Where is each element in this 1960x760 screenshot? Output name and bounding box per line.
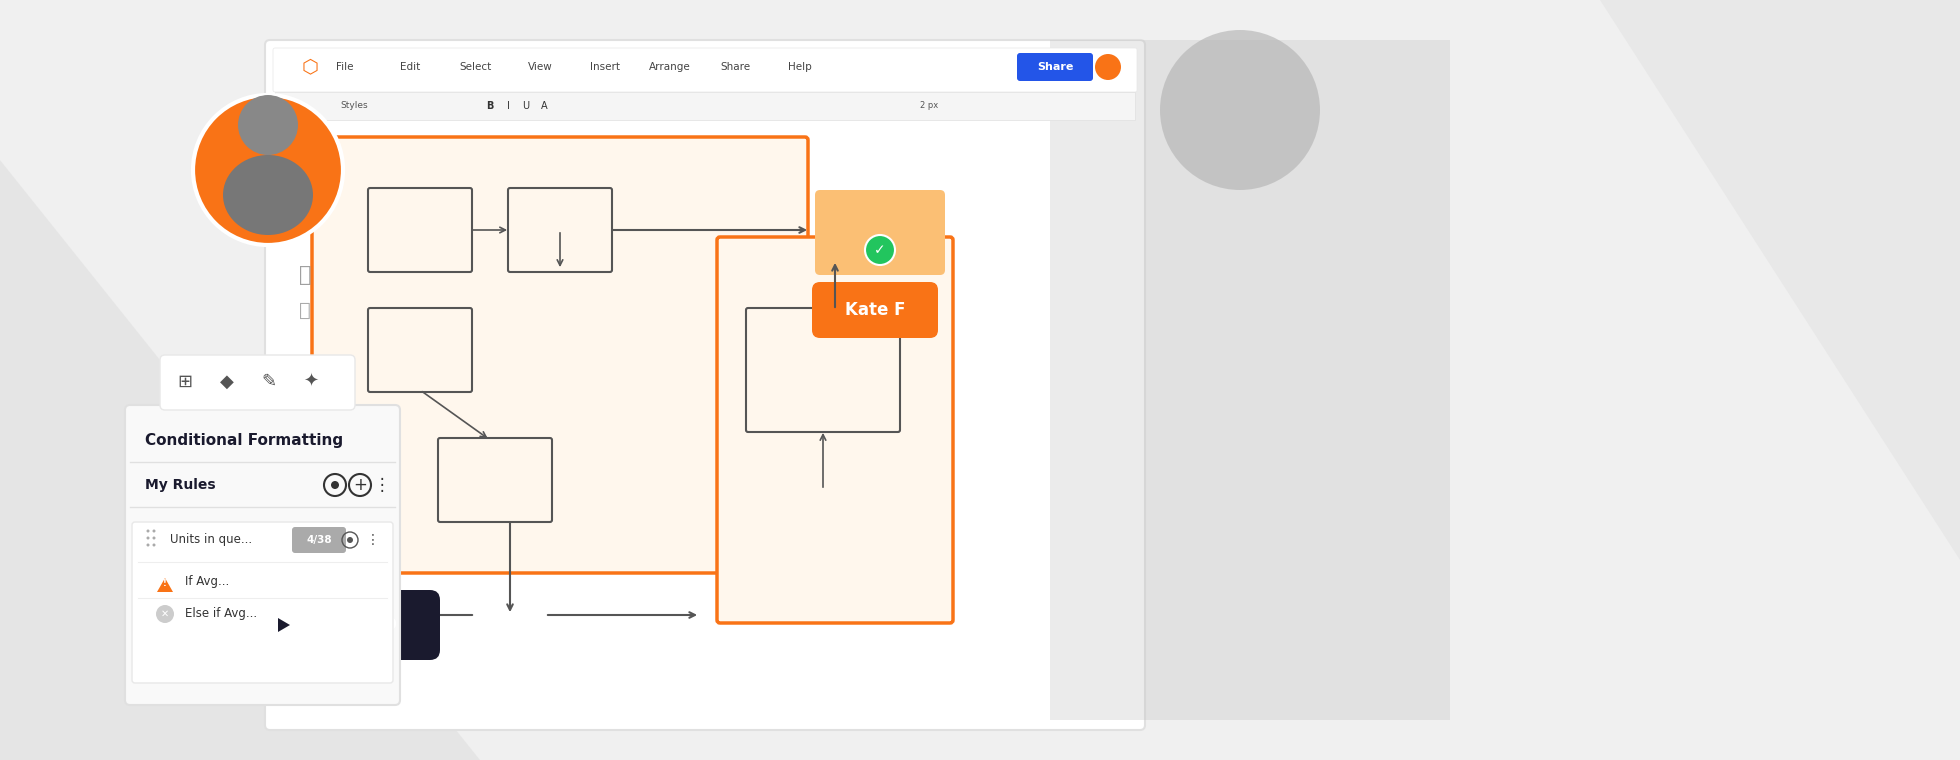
Text: Styles: Styles	[339, 102, 368, 110]
Circle shape	[153, 537, 155, 540]
FancyBboxPatch shape	[815, 190, 945, 275]
FancyBboxPatch shape	[272, 48, 1137, 92]
FancyBboxPatch shape	[717, 237, 953, 623]
Text: B: B	[486, 101, 494, 111]
FancyBboxPatch shape	[811, 282, 939, 338]
Text: Select: Select	[459, 62, 492, 72]
Circle shape	[237, 95, 298, 155]
Polygon shape	[1599, 0, 1960, 560]
Circle shape	[1096, 54, 1121, 80]
Text: 🗄: 🗄	[298, 265, 312, 285]
FancyBboxPatch shape	[368, 308, 472, 392]
FancyBboxPatch shape	[161, 355, 355, 410]
Circle shape	[153, 543, 155, 546]
Circle shape	[331, 481, 339, 489]
Text: Insert: Insert	[590, 62, 619, 72]
Text: ⊞: ⊞	[178, 373, 192, 391]
Circle shape	[147, 543, 149, 546]
FancyBboxPatch shape	[265, 40, 1145, 730]
FancyBboxPatch shape	[1051, 40, 1450, 720]
Text: ✦: ✦	[304, 373, 319, 391]
Text: 2 px: 2 px	[919, 102, 939, 110]
Text: ◆: ◆	[220, 373, 233, 391]
Circle shape	[147, 530, 149, 533]
Circle shape	[157, 605, 174, 623]
Circle shape	[147, 537, 149, 540]
Text: If Avg...: If Avg...	[184, 575, 229, 587]
Circle shape	[153, 530, 155, 533]
Polygon shape	[157, 578, 172, 592]
Text: I: I	[506, 101, 510, 111]
FancyBboxPatch shape	[125, 405, 400, 705]
Text: Nixon D: Nixon D	[323, 616, 396, 634]
Text: ⬡: ⬡	[302, 58, 319, 77]
FancyBboxPatch shape	[747, 308, 900, 432]
FancyBboxPatch shape	[1017, 53, 1094, 81]
Text: Arrange: Arrange	[649, 62, 690, 72]
FancyBboxPatch shape	[280, 590, 439, 660]
Polygon shape	[0, 160, 480, 760]
Circle shape	[864, 235, 896, 265]
Circle shape	[192, 95, 343, 245]
Text: ⋮: ⋮	[367, 533, 380, 547]
Text: ✕: ✕	[161, 609, 169, 619]
Text: File: File	[337, 62, 353, 72]
Text: 🏷: 🏷	[300, 300, 312, 319]
FancyBboxPatch shape	[274, 92, 1135, 120]
FancyBboxPatch shape	[131, 522, 394, 683]
FancyBboxPatch shape	[368, 188, 472, 272]
FancyBboxPatch shape	[312, 137, 808, 573]
Text: +: +	[353, 476, 367, 494]
FancyBboxPatch shape	[437, 438, 553, 522]
Text: My Rules: My Rules	[145, 478, 216, 492]
Text: U: U	[523, 101, 529, 111]
Text: Units in que...: Units in que...	[171, 534, 253, 546]
Ellipse shape	[223, 155, 314, 235]
Text: ✎: ✎	[261, 373, 276, 391]
Text: ⋮: ⋮	[374, 476, 390, 494]
FancyBboxPatch shape	[292, 527, 347, 553]
Circle shape	[347, 537, 353, 543]
Text: Kate F: Kate F	[845, 301, 906, 319]
Text: !: !	[163, 578, 167, 587]
Polygon shape	[278, 618, 290, 632]
Text: View: View	[527, 62, 553, 72]
Text: Share: Share	[1037, 62, 1074, 72]
Text: ✓: ✓	[874, 243, 886, 257]
Circle shape	[1160, 30, 1319, 190]
FancyBboxPatch shape	[508, 188, 612, 272]
Text: Conditional Formatting: Conditional Formatting	[145, 432, 343, 448]
Text: A: A	[541, 101, 547, 111]
Text: Share: Share	[719, 62, 751, 72]
Text: Edit: Edit	[400, 62, 419, 72]
Text: Help: Help	[788, 62, 811, 72]
Text: Else if Avg...: Else if Avg...	[184, 607, 257, 620]
Text: 4/38: 4/38	[306, 535, 331, 545]
